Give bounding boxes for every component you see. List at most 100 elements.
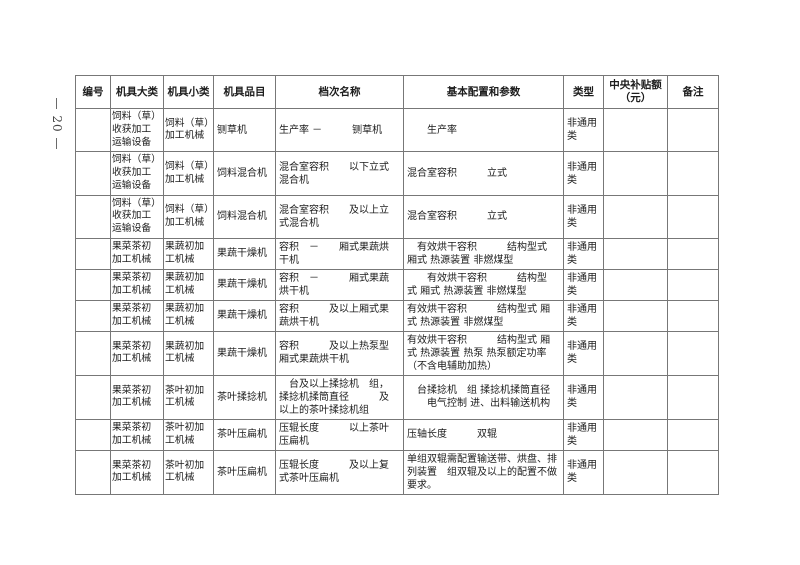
table-row: 饲料（草） 收获加工 运输设备 饲料（草） 加工机械 饲料混合机 混合室容积 以下立式… [75, 151, 719, 196]
cell-category: 果菜茶初 加工机械 [110, 268, 164, 301]
cell-category: 饲料（草） 收获加工 运输设备 [110, 108, 164, 153]
cell-subcategory: 果蔬初加 工机械 [163, 268, 214, 301]
cell-subcategory: 果蔬初加 工机械 [163, 299, 214, 332]
cell-type: 非通用类 [563, 449, 604, 495]
subsidy-machinery-table: 编号 机具大类 机具小类 机具品目 档次名称 基本配置和参数 类型 中央补贴额（元） 备注 饲料… [75, 74, 719, 495]
cell-grade: 容积 及以上热泵型 厢式果蔬烘干机 [275, 330, 404, 376]
cell-remark [667, 330, 719, 376]
cell-no [75, 268, 111, 301]
cell-no [75, 449, 111, 495]
cell-type: 非通用类 [563, 108, 604, 153]
cell-item: 饲料混合机 [213, 194, 276, 239]
cell-type: 非通用类 [563, 194, 604, 239]
cell-subsidy [603, 194, 668, 239]
cell-config: 有效烘干容积 结构型式 厢 式 热源装置 热泵 热泵额定功率 （不含电辅助加热） [403, 330, 564, 376]
cell-grade: 压辊长度 及以上复 式茶叶压扁机 [275, 449, 404, 495]
cell-subcategory: 饲料（草） 加工机械 [163, 151, 214, 196]
header-category: 机具大类 [110, 74, 164, 110]
cell-subcategory: 饲料（草） 加工机械 [163, 108, 214, 153]
cell-item: 茶叶压扁机 [213, 449, 276, 495]
cell-subcategory: 饲料（草） 加工机械 [163, 194, 214, 239]
cell-grade: 混合室容积 以下立式 混合机 [275, 151, 404, 196]
cell-category: 果菜茶初 加工机械 [110, 330, 164, 376]
cell-no [75, 108, 111, 153]
header-no: 编号 [75, 74, 111, 110]
cell-subcategory: 茶叶初加 工机械 [163, 374, 214, 420]
cell-category: 果菜茶初 加工机械 [110, 449, 164, 495]
cell-remark [667, 237, 719, 270]
cell-subsidy [603, 449, 668, 495]
cell-no [75, 374, 111, 420]
cell-type: 非通用类 [563, 330, 604, 376]
cell-no [75, 151, 111, 196]
cell-remark [667, 449, 719, 495]
header-remark: 备注 [667, 74, 719, 110]
cell-grade: 台及以上揉捻机 组， 揉捻机揉筒直径 及 以上的茶叶揉捻机组 [275, 374, 404, 420]
table-body: 饲料（草） 收获加工 运输设备 饲料（草） 加工机械 铡草机 生产率 － 铡草机 生产… [75, 108, 719, 495]
cell-config: 台揉捻机 组 揉捻机揉筒直径 电气控制 进、出料输送机构 [403, 374, 564, 420]
cell-category: 果菜茶初 加工机械 [110, 299, 164, 332]
cell-remark [667, 418, 719, 451]
cell-category: 果菜茶初 加工机械 [110, 237, 164, 270]
cell-item: 果蔬干燥机 [213, 237, 276, 270]
cell-no [75, 237, 111, 270]
cell-type: 非通用类 [563, 418, 604, 451]
cell-item: 果蔬干燥机 [213, 299, 276, 332]
cell-subsidy [603, 418, 668, 451]
cell-type: 非通用类 [563, 237, 604, 270]
cell-no [75, 299, 111, 332]
cell-category: 果菜茶初 加工机械 [110, 418, 164, 451]
cell-grade: 容积 － 厢式果蔬烘 干机 [275, 237, 404, 270]
cell-grade: 混合室容积 及以上立 式混合机 [275, 194, 404, 239]
cell-no [75, 330, 111, 376]
table-row: 果菜茶初 加工机械 茶叶初加 工机械 茶叶压扁机 压辊长度 以上茶叶 压扁机 压轴长度 … [75, 418, 719, 451]
cell-type: 非通用类 [563, 374, 604, 420]
cell-item: 果蔬干燥机 [213, 268, 276, 301]
page-number: — 20 — [50, 97, 64, 151]
cell-type: 非通用类 [563, 151, 604, 196]
cell-subcategory: 茶叶初加 工机械 [163, 418, 214, 451]
cell-remark [667, 268, 719, 301]
cell-subsidy [603, 299, 668, 332]
cell-grade: 容积 － 厢式果蔬 烘干机 [275, 268, 404, 301]
cell-category: 果菜茶初 加工机械 [110, 374, 164, 420]
table-row: 果菜茶初 加工机械 茶叶初加 工机械 茶叶压扁机 压辊长度 及以上复 式茶叶压扁机 单组… [75, 449, 719, 495]
cell-config: 压轴长度 双辊 [403, 418, 564, 451]
header-config: 基本配置和参数 [403, 74, 564, 110]
cell-subcategory: 茶叶初加 工机械 [163, 449, 214, 495]
cell-config: 有效烘干容积 结构型式 厢 式 热源装置 非燃煤型 [403, 299, 564, 332]
table-row: 果菜茶初 加工机械 果蔬初加 工机械 果蔬干燥机 容积 － 厢式果蔬烘 干机 有效烘干… [75, 237, 719, 270]
table-row: 饲料（草） 收获加工 运输设备 饲料（草） 加工机械 铡草机 生产率 － 铡草机 生产… [75, 108, 719, 153]
header-subsidy: 中央补贴额（元） [603, 74, 668, 110]
cell-item: 茶叶揉捻机 [213, 374, 276, 420]
cell-no [75, 418, 111, 451]
cell-category: 饲料（草） 收获加工 运输设备 [110, 194, 164, 239]
table-row: 果菜茶初 加工机械 茶叶初加 工机械 茶叶揉捻机 台及以上揉捻机 组， 揉捻机揉筒直… [75, 374, 719, 420]
table-row: 果菜茶初 加工机械 果蔬初加 工机械 果蔬干燥机 容积 及以上热泵型 厢式果蔬烘干机有… [75, 330, 719, 376]
table-row: 果菜茶初 加工机械 果蔬初加 工机械 果蔬干燥机 容积 及以上厢式果 蔬烘干机 有效烘干… [75, 299, 719, 332]
cell-subsidy [603, 108, 668, 153]
header-subcategory: 机具小类 [163, 74, 214, 110]
cell-remark [667, 194, 719, 239]
cell-type: 非通用类 [563, 299, 604, 332]
cell-remark [667, 108, 719, 153]
cell-config: 混合室容积 立式 [403, 194, 564, 239]
cell-subsidy [603, 330, 668, 376]
cell-subsidy [603, 151, 668, 196]
cell-remark [667, 299, 719, 332]
cell-config: 生产率 [403, 108, 564, 153]
cell-item: 茶叶压扁机 [213, 418, 276, 451]
cell-item: 铡草机 [213, 108, 276, 153]
header-item: 机具品目 [213, 74, 276, 110]
header-grade: 档次名称 [275, 74, 404, 110]
cell-grade: 压辊长度 以上茶叶 压扁机 [275, 418, 404, 451]
cell-subcategory: 果蔬初加 工机械 [163, 330, 214, 376]
table-row: 饲料（草） 收获加工 运输设备 饲料（草） 加工机械 饲料混合机 混合室容积 及以上立… [75, 194, 719, 239]
cell-subsidy [603, 268, 668, 301]
cell-subcategory: 果蔬初加 工机械 [163, 237, 214, 270]
cell-remark [667, 374, 719, 420]
cell-grade: 生产率 － 铡草机 [275, 108, 404, 153]
cell-no [75, 194, 111, 239]
cell-subsidy [603, 237, 668, 270]
cell-subsidy [603, 374, 668, 420]
